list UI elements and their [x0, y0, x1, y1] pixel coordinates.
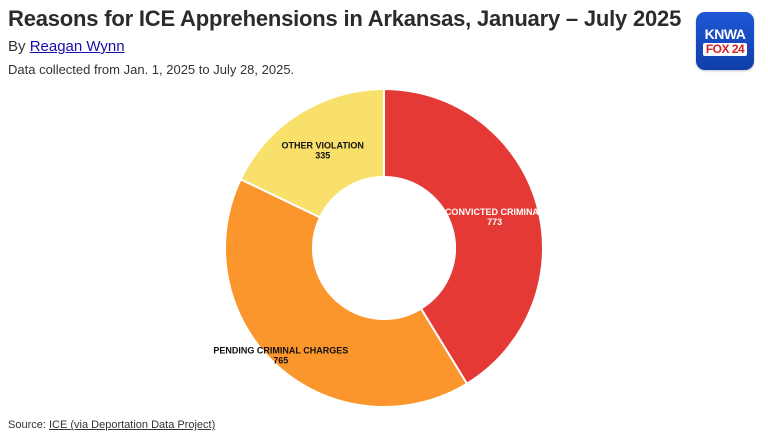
- knwa-fox24-logo: KNWA FOX 24: [696, 12, 754, 70]
- source-prefix: Source:: [8, 419, 46, 431]
- slice-label-value: 335: [315, 151, 330, 161]
- slice-label-name: PENDING CRIMINAL CHARGES: [213, 346, 348, 356]
- logo-top-text: KNWA: [704, 25, 746, 42]
- slice-label-value: 773: [487, 217, 502, 227]
- slice-other-violation[interactable]: [239, 87, 385, 219]
- byline-prefix: By: [8, 38, 26, 55]
- chart-title: Reasons for ICE Apprehensions in Arkansa…: [8, 6, 682, 31]
- donut-slices: [224, 87, 544, 408]
- slice-pending-criminal-charges[interactable]: [224, 177, 469, 408]
- author-link[interactable]: Reagan Wynn: [29, 38, 125, 55]
- slice-label-name: CONVICTED CRIMINAL: [445, 207, 545, 217]
- source-link[interactable]: ICE (via Deportation Data Project): [48, 419, 216, 431]
- slice-convicted-criminal[interactable]: [383, 87, 544, 386]
- byline: By Reagan Wynn: [8, 38, 125, 55]
- data-note: Data collected from Jan. 1, 2025 to July…: [8, 62, 295, 77]
- logo-bottom-text: FOX 24: [702, 42, 748, 56]
- slice-label-name: OTHER VIOLATION: [282, 141, 364, 151]
- source-note: Source: ICE (via Deportation Data Projec…: [8, 419, 215, 431]
- slice-label-value: 765: [273, 356, 288, 366]
